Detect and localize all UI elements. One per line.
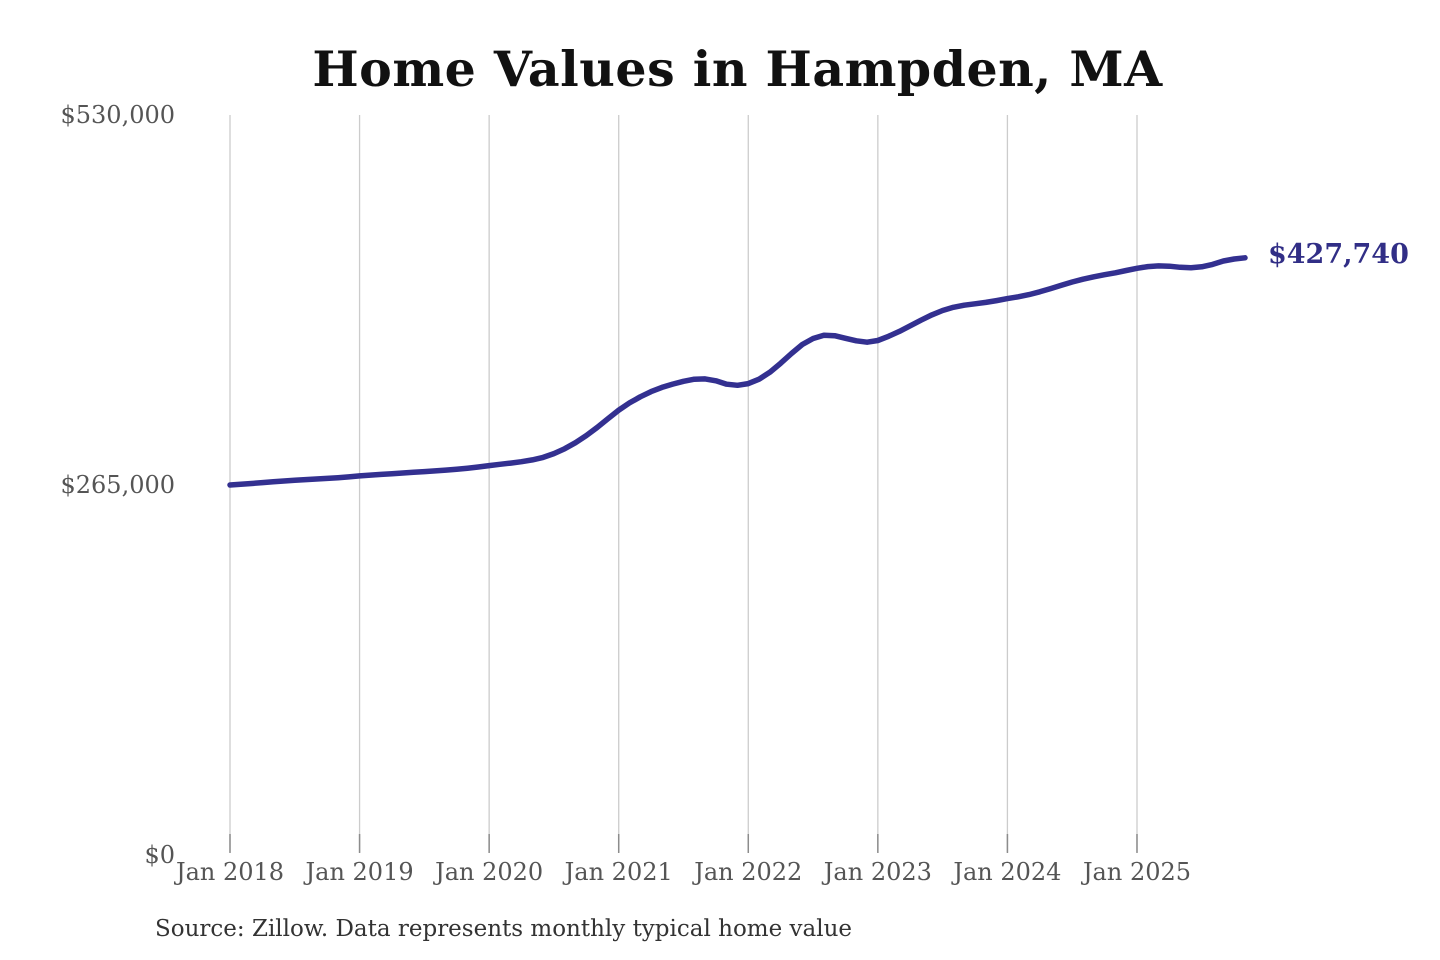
line-end-value-label: $427,740 <box>1267 238 1409 270</box>
y-axis-label: $0 <box>144 841 175 869</box>
y-axis-label: $265,000 <box>60 471 175 499</box>
x-axis-label: Jan 2019 <box>305 858 414 886</box>
x-axis-label: Jan 2024 <box>953 858 1062 886</box>
home-value-line <box>227 255 1248 488</box>
y-axis-label: $530,000 <box>60 101 175 129</box>
x-axis-label: Jan 2023 <box>823 858 932 886</box>
x-axis-label: Jan 2020 <box>435 858 544 886</box>
x-axis-label: Jan 2021 <box>564 858 673 886</box>
x-axis-label: Jan 2018 <box>175 858 285 886</box>
x-axis-label: Jan 2022 <box>694 858 803 886</box>
x-axis-label: Jan 2025 <box>1082 858 1192 886</box>
source-note: Source: Zillow. Data represents monthly … <box>155 916 853 942</box>
chart-title: Home Values in Hampden, MA <box>312 40 1163 98</box>
